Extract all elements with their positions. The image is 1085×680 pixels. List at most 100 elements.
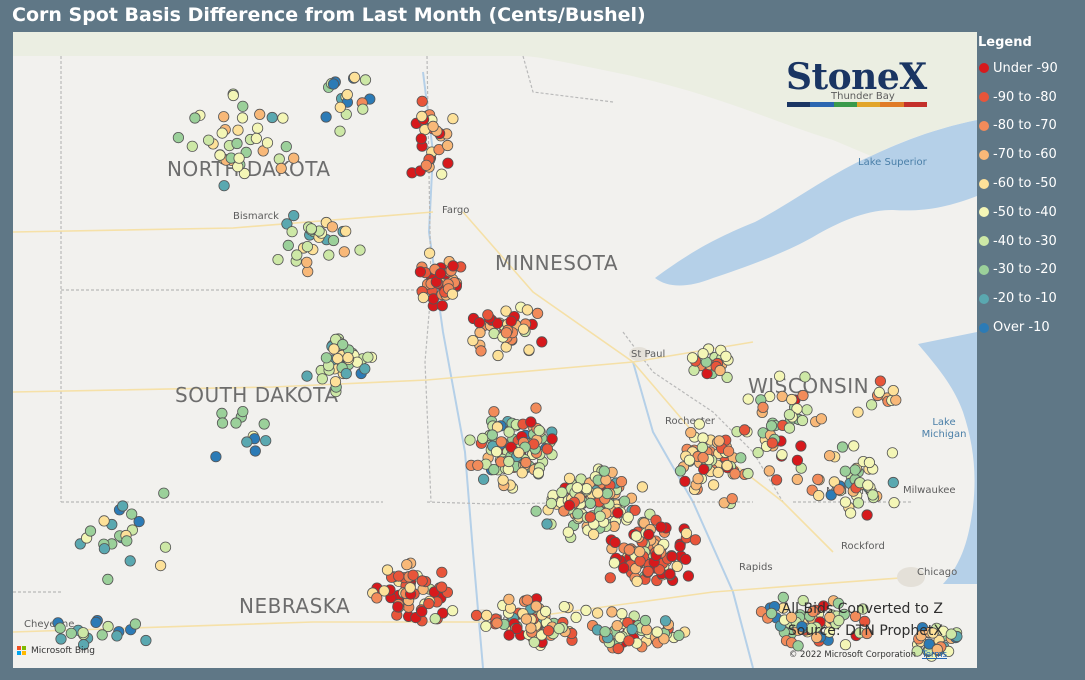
- basis-point[interactable]: [429, 613, 441, 625]
- basis-point[interactable]: [503, 426, 515, 438]
- basis-point[interactable]: [659, 615, 672, 627]
- basis-point[interactable]: [689, 534, 702, 546]
- basis-point[interactable]: [482, 309, 494, 321]
- basis-point[interactable]: [258, 418, 270, 430]
- basis-point[interactable]: [158, 487, 170, 499]
- basis-point[interactable]: [634, 555, 646, 567]
- basis-point[interactable]: [488, 406, 500, 418]
- basis-point[interactable]: [249, 445, 261, 457]
- basis-point[interactable]: [521, 304, 534, 316]
- basis-point[interactable]: [155, 559, 167, 572]
- basis-point[interactable]: [812, 473, 824, 485]
- basis-point[interactable]: [286, 226, 298, 238]
- map-canvas[interactable]: NORTH DAKOTA MINNESOTA SOUTH DAKOTA WISC…: [13, 32, 977, 668]
- basis-point[interactable]: [683, 454, 696, 466]
- basis-point[interactable]: [867, 489, 879, 501]
- basis-point[interactable]: [666, 550, 678, 563]
- basis-point[interactable]: [434, 268, 447, 280]
- basis-point[interactable]: [117, 500, 129, 512]
- basis-point[interactable]: [320, 111, 332, 123]
- basis-point[interactable]: [520, 456, 532, 469]
- basis-point[interactable]: [416, 95, 428, 107]
- basis-point[interactable]: [563, 499, 575, 511]
- basis-point[interactable]: [216, 127, 228, 139]
- basis-point[interactable]: [520, 613, 533, 625]
- basis-point[interactable]: [216, 407, 228, 419]
- basis-point[interactable]: [305, 223, 317, 235]
- basis-point[interactable]: [685, 426, 697, 439]
- basis-point[interactable]: [525, 622, 537, 634]
- basis-point[interactable]: [815, 413, 828, 425]
- basis-point[interactable]: [696, 441, 709, 453]
- basis-point[interactable]: [623, 635, 635, 647]
- basis-point[interactable]: [490, 446, 503, 458]
- basis-point[interactable]: [337, 338, 349, 351]
- basis-point[interactable]: [640, 624, 653, 636]
- basis-point[interactable]: [532, 467, 545, 479]
- basis-point[interactable]: [427, 120, 439, 133]
- basis-point[interactable]: [813, 489, 825, 502]
- basis-point[interactable]: [833, 484, 845, 496]
- basis-point[interactable]: [623, 544, 635, 556]
- basis-point[interactable]: [541, 518, 553, 530]
- basis-point[interactable]: [792, 640, 804, 652]
- basis-point[interactable]: [697, 348, 709, 360]
- basis-point[interactable]: [722, 445, 735, 457]
- basis-point[interactable]: [626, 623, 638, 635]
- basis-point[interactable]: [129, 618, 142, 630]
- basis-point[interactable]: [630, 530, 642, 542]
- basis-point[interactable]: [288, 210, 300, 222]
- basis-point[interactable]: [608, 557, 621, 569]
- basis-point[interactable]: [848, 440, 860, 452]
- basis-point[interactable]: [477, 432, 489, 444]
- basis-point[interactable]: [643, 528, 655, 541]
- basis-point[interactable]: [436, 566, 448, 578]
- basis-point[interactable]: [441, 139, 454, 152]
- basis-point[interactable]: [539, 605, 552, 618]
- basis-point[interactable]: [606, 606, 618, 618]
- basis-point[interactable]: [78, 639, 90, 651]
- basis-point[interactable]: [825, 489, 837, 501]
- basis-point[interactable]: [359, 363, 371, 375]
- basis-point[interactable]: [491, 617, 503, 629]
- basis-point[interactable]: [277, 112, 289, 124]
- basis-point[interactable]: [254, 108, 266, 121]
- basis-point[interactable]: [327, 234, 340, 247]
- basis-point[interactable]: [480, 620, 492, 632]
- basis-point[interactable]: [65, 627, 77, 639]
- basis-point[interactable]: [517, 323, 530, 335]
- basis-point[interactable]: [348, 71, 361, 84]
- basis-point[interactable]: [852, 406, 864, 418]
- basis-point[interactable]: [601, 487, 613, 500]
- basis-point[interactable]: [801, 404, 813, 416]
- basis-point[interactable]: [680, 553, 692, 565]
- basis-point[interactable]: [531, 307, 544, 319]
- legend-item[interactable]: -20 to -10: [978, 284, 1083, 313]
- basis-point[interactable]: [186, 140, 198, 152]
- basis-point[interactable]: [378, 585, 390, 597]
- basis-point[interactable]: [272, 254, 284, 266]
- basis-point[interactable]: [340, 225, 352, 237]
- basis-point[interactable]: [316, 373, 328, 385]
- basis-point[interactable]: [598, 465, 610, 477]
- basis-point[interactable]: [236, 112, 249, 124]
- basis-point[interactable]: [472, 459, 484, 471]
- basis-point[interactable]: [359, 74, 372, 86]
- legend-item[interactable]: -40 to -30: [978, 227, 1083, 256]
- basis-point[interactable]: [697, 432, 709, 444]
- basis-point[interactable]: [615, 475, 628, 488]
- basis-point[interactable]: [777, 591, 789, 604]
- basis-point[interactable]: [525, 416, 537, 428]
- basis-point[interactable]: [423, 247, 436, 259]
- basis-point[interactable]: [618, 562, 630, 574]
- basis-point[interactable]: [697, 451, 709, 464]
- basis-point[interactable]: [693, 418, 705, 430]
- basis-point[interactable]: [477, 473, 490, 485]
- basis-point[interactable]: [594, 510, 606, 522]
- basis-point[interactable]: [542, 625, 555, 637]
- basis-point[interactable]: [77, 627, 89, 639]
- basis-point[interactable]: [486, 429, 498, 441]
- basis-point[interactable]: [464, 434, 476, 446]
- basis-point[interactable]: [291, 249, 303, 261]
- basis-point[interactable]: [342, 351, 354, 364]
